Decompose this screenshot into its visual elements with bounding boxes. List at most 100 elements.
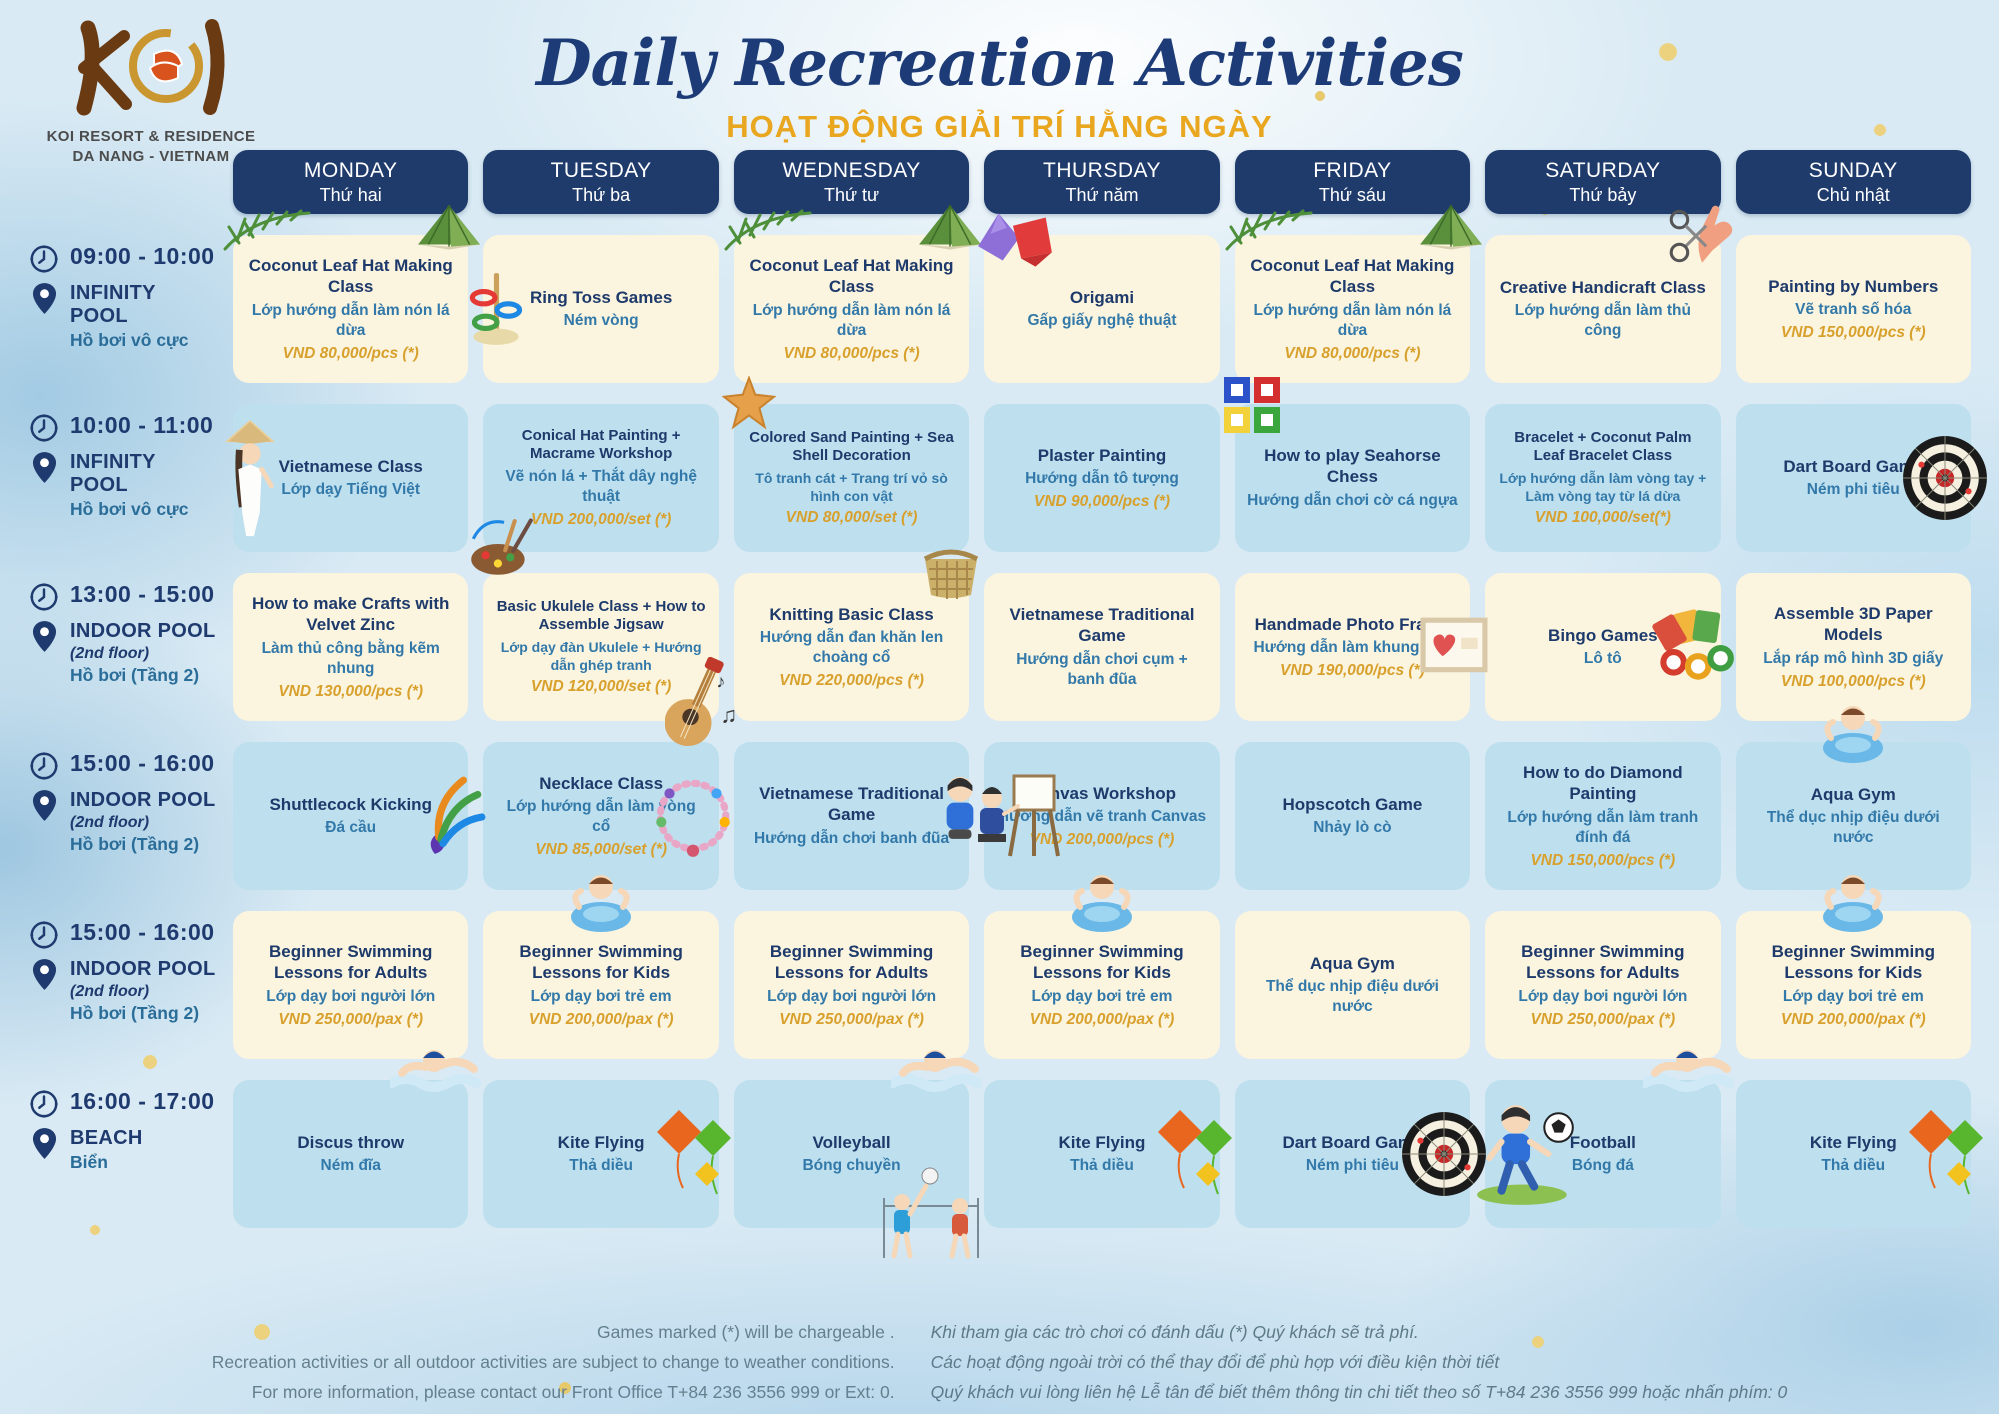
- time-range: 09:00 - 10:00: [70, 243, 215, 269]
- activity-title-vietnamese: Lớp hướng dẫn làm tranh đính đá: [1507, 808, 1699, 846]
- page-subtitle: HOẠT ĐỘNG GIẢI TRÍ HẰNG NGÀY: [726, 109, 1273, 144]
- activity-card-monday-slot6: Discus throw Ném đĩa: [233, 1080, 469, 1228]
- activity-title: How to do Diamond Painting: [1523, 763, 1683, 804]
- ao-dai-girl-icon: [219, 415, 281, 541]
- day-header-friday: FRIDAY Thứ sáu: [1234, 150, 1471, 214]
- activity-title-vietnamese: Lớp dạy đàn Ukulele + Hướng dẫn ghép tra…: [500, 639, 702, 674]
- activity-title: Hopscotch Game: [1282, 794, 1423, 814]
- activity-card-saturday-slot2: Bracelet + Coconut Palm Leaf Bracelet Cl…: [1485, 404, 1721, 552]
- activity-title: Kite Flying: [1058, 1132, 1146, 1152]
- location-pin-icon: [28, 620, 60, 653]
- activity-title: Ring Toss Games: [529, 287, 673, 307]
- location-name: INFINITY POOL: [70, 451, 156, 496]
- activity-title: Aqua Gym: [1810, 784, 1896, 804]
- shuttlecock-icon: [404, 772, 486, 860]
- footer-note: Các hoạt động ngoài trời có thể thay đổi…: [930, 1351, 1500, 1372]
- activity-title-vietnamese: Lắp ráp mô hình 3D giấy: [1763, 649, 1944, 667]
- location-note: (2nd floor): [70, 645, 150, 662]
- activity-card-saturday-slot3: Bingo Games Lô tô: [1485, 573, 1734, 721]
- activity-title: Coconut Leaf Hat Making Class: [1250, 256, 1455, 297]
- clock-icon: [28, 243, 60, 275]
- activity-title-vietnamese: Bóng chuyền: [802, 1157, 901, 1175]
- palette-icon: [463, 512, 539, 578]
- activity-card-friday-slot1: Coconut Leaf Hat Making Class Lớp hướng d…: [1225, 204, 1483, 383]
- activity-title: Aqua Gym: [1309, 953, 1395, 973]
- activity-title: Origami: [1069, 287, 1135, 307]
- activity-price: VND 150,000/pcs (*): [1780, 324, 1926, 342]
- activity-title-vietnamese: Bóng đá: [1571, 1157, 1634, 1175]
- activity-card-saturday-slot5: Beginner Swimming Lessons for Adults Lớp …: [1485, 911, 1734, 1092]
- bingo-icon: [1645, 609, 1739, 685]
- logo-location: DA NANG - VIETNAM: [72, 148, 230, 165]
- activity-title: How to play Seahorse Chess: [1264, 446, 1441, 487]
- location-pin-icon: [28, 451, 60, 484]
- activity-price: VND 250,000/pax (*): [779, 1010, 924, 1028]
- activity-title-vietnamese: Ném vòng: [563, 312, 639, 330]
- day-header-sunday: SUNDAY Chủ nhật: [1735, 150, 1971, 214]
- activity-title: Beginner Swimming Lessons for Kids: [1020, 942, 1184, 983]
- day-header-tuesday: TUESDAY Thứ ba: [483, 150, 719, 214]
- activity-price: VND 200,000/pax (*): [528, 1010, 674, 1028]
- activity-card-thursday-slot4: Canvas Workshop Hướng dẫn vẽ tranh Canvas…: [978, 742, 1220, 890]
- clock-icon: [28, 412, 60, 444]
- day-name-vietnamese: Thứ năm: [1065, 184, 1139, 205]
- day-name-vietnamese: Thứ hai: [319, 184, 382, 205]
- day-name: SATURDAY: [1545, 158, 1661, 182]
- footer-note: For more information, please contact our…: [251, 1381, 895, 1402]
- activity-card-wednesday-slot3: Knitting Basic Class Hướng dẫn đan khăn l…: [733, 549, 979, 721]
- dartboard-icon: [1400, 1110, 1488, 1198]
- activity-card-sunday-slot5: Beginner Swimming Lessons for Kids Lớp dạ…: [1735, 875, 1971, 1059]
- activity-title: Conical Hat Painting + Macrame Workshop: [521, 426, 681, 463]
- activity-title: Discus throw: [297, 1132, 405, 1152]
- time-slot-5: 15:00 - 16:00 INDOOR POOL (2nd floor) Hồ bơ…: [28, 911, 218, 1059]
- activity-price: VND 100,000/set(*): [1534, 509, 1671, 527]
- activity-title: Assemble 3D Paper Models: [1773, 604, 1933, 645]
- day-header-wednesday: WEDNESDAY Thứ tư: [733, 150, 970, 214]
- activity-card-wednesday-slot1: Coconut Leaf Hat Making Class Lớp hướng d…: [724, 204, 982, 383]
- activity-title: Shuttlecock Kicking: [269, 794, 432, 814]
- kites-icon: [649, 1105, 737, 1203]
- footer-note: Games marked (*) will be chargeable .: [596, 1322, 895, 1342]
- activity-price: VND 250,000/pax (*): [1530, 1010, 1676, 1028]
- activity-card-thursday-slot5: Beginner Swimming Lessons for Kids Lớp dạ…: [984, 875, 1220, 1059]
- activity-card-thursday-slot3: Vietnamese Traditional Game Hướng dẫn chơ…: [984, 573, 1220, 721]
- clock-icon: [28, 1088, 60, 1120]
- time-slot-4: 15:00 - 16:00 INDOOR POOL (2nd floor) Hồ bơ…: [28, 742, 218, 890]
- ludo-icon: [1223, 376, 1281, 434]
- activity-card-thursday-slot1: Origami Gấp giấy nghệ thuật: [978, 213, 1220, 383]
- activity-title: Coconut Leaf Hat Making Class: [749, 256, 954, 297]
- location-pin-icon: [28, 1127, 60, 1160]
- activity-card-friday-slot6: Dart Board Game Ném phi tiêu: [1234, 1080, 1487, 1228]
- activity-title-vietnamese: Ném phi tiêu: [1806, 481, 1900, 499]
- activity-card-tuesday-slot5: Beginner Swimming Lessons for Kids Lớp dạ…: [483, 875, 719, 1059]
- origami-icon: [972, 207, 1058, 269]
- location-pin-icon: [28, 789, 60, 822]
- activity-card-sunday-slot4: Aqua Gym Thể dục nhịp điệu dưới nước: [1735, 706, 1971, 890]
- activity-title: Beginner Swimming Lessons for Adults: [269, 942, 433, 983]
- activity-price: VND 85,000/set (*): [535, 841, 668, 859]
- activity-card-friday-slot3: Handmade Photo Frame Hướng dẫn làm khung …: [1234, 573, 1488, 721]
- activity-card-tuesday-slot2: Conical Hat Painting + Macrame Workshop V…: [471, 404, 719, 575]
- activity-title: Vietnamese Traditional Game: [1009, 605, 1195, 646]
- activity-card-tuesday-slot3: ♪ ♫ Basic Ukulele Class + How to Assemble …: [483, 573, 737, 747]
- location-name: INDOOR POOL: [70, 958, 216, 980]
- activity-price: VND 200,000/pax (*): [1029, 1010, 1175, 1028]
- activity-title: Coconut Leaf Hat Making Class: [248, 256, 453, 297]
- page-title: Daily Recreation Activities: [536, 26, 1464, 101]
- activity-price: VND 80,000/pcs (*): [783, 344, 920, 362]
- activity-title: Kite Flying: [557, 1132, 645, 1152]
- schedule-grid: MONDAY Thứ hai TUESDAY Thứ ba WEDNESDAY Thứ t…: [28, 150, 1987, 1259]
- footer-note: Recreation activities or all outdoor act…: [211, 1351, 895, 1372]
- activity-title-vietnamese: Tô tranh cát + Trang trí vỏ sò hình con …: [755, 470, 948, 505]
- activity-title-vietnamese: Lớp hướng dẫn làm vòng cổ: [506, 797, 696, 836]
- activity-title-vietnamese: Ném phi tiêu: [1305, 1157, 1399, 1175]
- location-name: INDOOR POOL: [70, 620, 216, 642]
- activity-title-vietnamese: Hướng dẫn chơi banh đũa: [753, 829, 950, 847]
- day-name: THURSDAY: [1043, 158, 1161, 182]
- activity-title-vietnamese: Nhảy lò cò: [1313, 819, 1392, 837]
- activity-card-thursday-slot2: Plaster Painting Hướng dẫn tô tượng VND 90…: [984, 404, 1220, 552]
- activity-card-saturday-slot6: Football Bóng đá: [1477, 1080, 1721, 1228]
- location-note: (2nd floor): [70, 814, 150, 831]
- activity-card-sunday-slot6: Kite Flying Thả diều: [1735, 1080, 1983, 1228]
- activity-title-vietnamese: Hướng dẫn chơi cờ cá ngựa: [1247, 491, 1458, 509]
